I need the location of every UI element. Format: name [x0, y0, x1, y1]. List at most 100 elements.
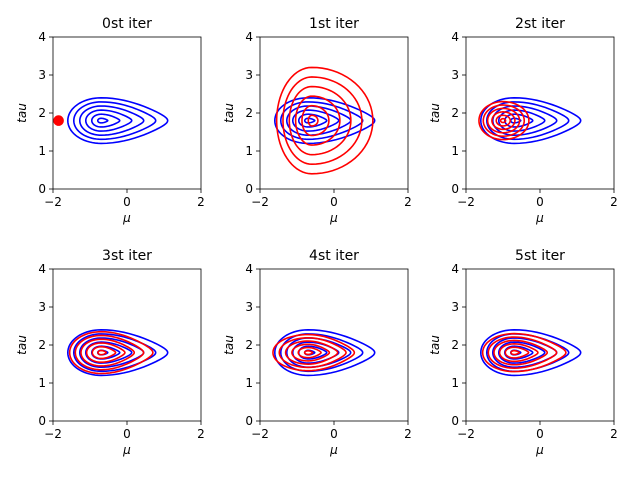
- contour-group: [478, 96, 582, 145]
- contour-line-1-4: [288, 85, 352, 156]
- y-tick-label: 2: [245, 106, 253, 120]
- contour-line-0-5: [72, 101, 157, 141]
- y-tick-label: 1: [245, 376, 253, 390]
- y-tick-label: 0: [38, 182, 46, 196]
- contour-line-0-3: [291, 109, 340, 132]
- contour-line-1-6: [68, 330, 154, 375]
- y-tick-label: 1: [245, 144, 253, 158]
- contour-line-0-5: [279, 333, 364, 373]
- x-axis-label: μ: [122, 443, 131, 457]
- contour-line-0-2: [297, 113, 328, 128]
- y-tick-label: 0: [451, 182, 459, 196]
- y-tick-label: 2: [38, 106, 46, 120]
- y-tick-label: 1: [38, 376, 46, 390]
- subplot-title: 5st iter: [515, 248, 565, 264]
- contour-group: [66, 328, 169, 377]
- x-tick-label: 0: [536, 427, 544, 441]
- contour-line-1-6: [275, 66, 374, 175]
- y-tick-label: 2: [451, 338, 459, 352]
- contour-line-1-6: [478, 100, 530, 141]
- x-tick-label: 0: [330, 427, 338, 441]
- contour-line-1-3: [291, 343, 331, 362]
- contour-line-1-5: [74, 334, 145, 371]
- y-tick-label: 4: [451, 30, 459, 44]
- y-tick-label: 3: [245, 68, 253, 82]
- contour-line-1-5: [487, 336, 558, 369]
- y-tick-label: 2: [245, 338, 253, 352]
- y-tick-label: 3: [451, 300, 459, 314]
- contour-line-0-4: [285, 105, 352, 136]
- contour-line-1-3: [85, 342, 126, 364]
- contour-line-1-1: [307, 114, 319, 127]
- y-tick-label: 3: [38, 68, 46, 82]
- y-axis-label: tau: [222, 103, 236, 123]
- x-tick-label: −2: [457, 195, 475, 209]
- subplot-title: 3st iter: [102, 248, 152, 264]
- contour-line-1-4: [80, 338, 136, 367]
- y-axis-label: tau: [222, 335, 236, 355]
- contour-line-0-6: [273, 96, 376, 145]
- contour-line-1-6: [272, 333, 356, 372]
- y-tick-label: 1: [451, 376, 459, 390]
- x-axis-label: μ: [329, 443, 338, 457]
- y-tick-label: 0: [245, 414, 253, 428]
- subplot-title: 0st iter: [102, 16, 152, 32]
- contour-line-0-3: [84, 109, 133, 132]
- subplot-title: 4st iter: [309, 248, 359, 264]
- contour-line-0-4: [78, 337, 145, 368]
- x-tick-label: 0: [330, 195, 338, 209]
- x-axis-label: μ: [329, 211, 338, 225]
- contour-line-1-2: [297, 346, 322, 359]
- contour-line-0-1: [96, 117, 109, 124]
- y-tick-label: 3: [451, 68, 459, 82]
- y-tick-label: 4: [245, 30, 253, 44]
- contour-line-0-6: [479, 328, 582, 377]
- x-tick-label: 2: [404, 195, 412, 209]
- x-tick-label: 2: [610, 195, 618, 209]
- x-tick-label: −2: [251, 427, 269, 441]
- contour-line-0-4: [78, 105, 145, 136]
- contour-line-1-3: [491, 111, 516, 131]
- y-axis-label: tau: [15, 335, 29, 355]
- contour-line-1-4: [486, 107, 521, 134]
- y-tick-label: 4: [451, 262, 459, 276]
- contour-line-1-1: [303, 350, 314, 356]
- contour-line-1-5: [278, 336, 347, 369]
- y-tick-label: 0: [451, 414, 459, 428]
- contour-dot-1: [53, 115, 64, 126]
- x-tick-label: 2: [197, 195, 205, 209]
- x-tick-label: 0: [536, 195, 544, 209]
- x-axis-label: μ: [122, 211, 131, 225]
- contour-line-1-1: [97, 349, 108, 356]
- y-tick-label: 2: [38, 338, 46, 352]
- contour-line-0-3: [497, 341, 546, 364]
- x-tick-label: 2: [404, 427, 412, 441]
- x-tick-label: −2: [44, 195, 62, 209]
- contour-line-1-6: [481, 332, 567, 373]
- subplot-title: 2st iter: [515, 16, 565, 32]
- y-tick-label: 1: [38, 144, 46, 158]
- y-tick-label: 3: [38, 300, 46, 314]
- contour-line-0-6: [66, 96, 169, 145]
- contour-line-0-3: [84, 341, 133, 364]
- axes-frame: [465, 268, 615, 422]
- contour-line-1-4: [493, 339, 549, 366]
- contour-line-0-6: [273, 328, 376, 377]
- contour-line-0-5: [72, 333, 157, 373]
- contour-line-1-1: [499, 117, 507, 124]
- contour-line-0-5: [485, 101, 570, 141]
- x-axis-label: μ: [535, 211, 544, 225]
- axes-frame: [259, 36, 409, 190]
- y-tick-label: 4: [245, 262, 253, 276]
- contour-line-1-5: [482, 104, 526, 137]
- contour-group: [53, 96, 169, 145]
- contour-line-1-3: [498, 343, 539, 363]
- axes-frame: [465, 36, 615, 190]
- contour-line-1-5: [282, 76, 363, 166]
- x-tick-label: −2: [457, 427, 475, 441]
